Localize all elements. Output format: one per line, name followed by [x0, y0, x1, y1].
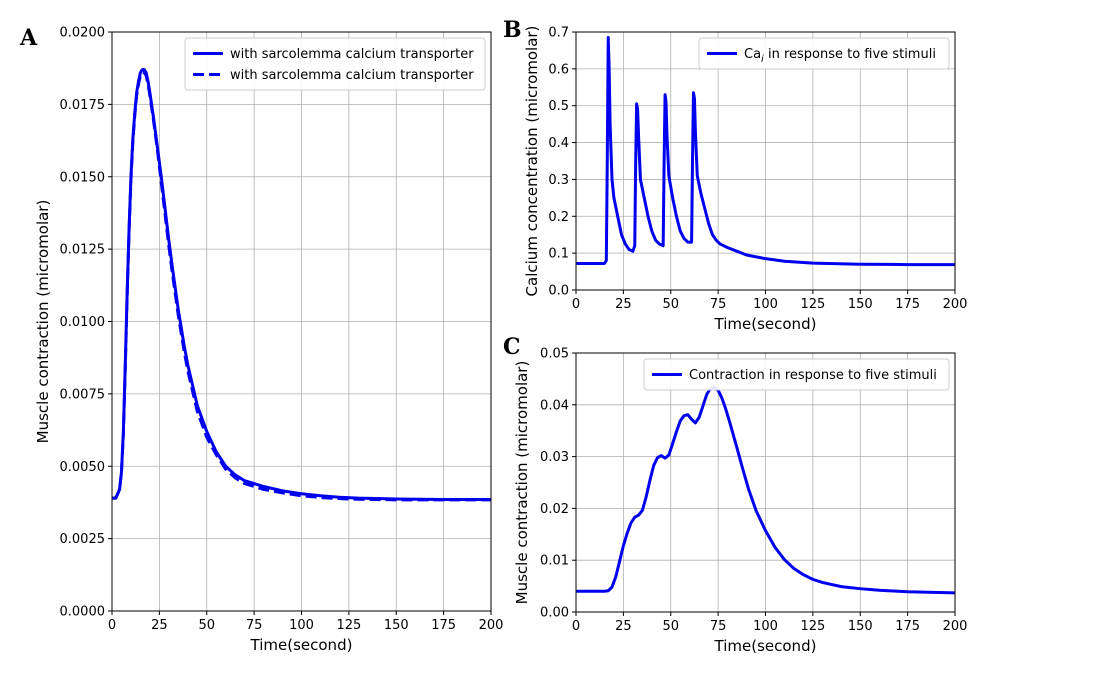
x-tick-label: 50: [198, 618, 215, 633]
x-tick-label: 175: [431, 618, 456, 633]
legend-label-subscript: i: [761, 54, 764, 65]
plot-c: 0 25 50 75 100 125 150 175 200 0.00 0.01 0.02 0.03 0.…: [513, 347, 967, 656]
x-tick-label: 150: [848, 619, 873, 634]
legend-label: Contraction in response to five stimuli: [689, 368, 937, 383]
series-line-1: [576, 385, 956, 595]
x-tick-label: 50: [662, 297, 679, 312]
series-line-1: [576, 36, 955, 267]
x-tick-label: 100: [289, 618, 314, 633]
x-axis-label: Time(second): [714, 637, 817, 655]
x-tick-label: 150: [848, 297, 873, 312]
x-tick-label: 100: [753, 619, 778, 634]
legend-label: Cai in response to five stimuli: [744, 47, 936, 65]
y-tick-label: 0.0100: [60, 315, 106, 330]
x-tick-label: 25: [615, 619, 632, 634]
y-tick-label: 0.0025: [60, 532, 106, 547]
y-tick-label: 0.4: [548, 136, 569, 151]
x-tick-label: 75: [246, 618, 263, 633]
x-tick-label: 0: [572, 297, 580, 312]
x-tick-label: 50: [662, 619, 679, 634]
y-tick-label: 0.01: [540, 554, 569, 569]
y-tick-label: 0.02: [540, 502, 569, 517]
y-tick-label: 0.0: [548, 284, 569, 299]
x-axis-label: Time(second): [714, 315, 817, 333]
x-tick-label: 25: [615, 297, 632, 312]
legend-label-suffix: in response to five stimuli: [764, 47, 936, 62]
y-tick-label: 0.1: [548, 247, 569, 262]
y-tick-label: 0.0150: [60, 170, 106, 185]
y-tick-label: 0.0050: [60, 460, 106, 475]
y-tick-label: 0.0175: [60, 98, 106, 113]
panel-letter-a: A: [19, 25, 38, 51]
legend-label-main: Ca: [744, 47, 761, 62]
legend-label: with sarcolemma calcium transporter: [230, 47, 474, 62]
y-tick-label: 0.7: [548, 26, 569, 41]
x-tick-label: 200: [943, 619, 968, 634]
x-tick-label: 200: [479, 618, 504, 633]
y-tick-label: 0.3: [548, 173, 569, 188]
y-tick-label: 0.0200: [60, 26, 106, 41]
y-tick-label: 0.2: [548, 210, 569, 225]
y-axis-label: Calcium concentration (micromolar): [523, 26, 541, 297]
y-tick-label: 0.0000: [60, 605, 106, 620]
panel-letter-c: C: [503, 334, 521, 360]
y-axis-label: Muscle contraction (micromolar): [34, 200, 52, 444]
y-axis-label: Muscle contraction (micromolar): [513, 361, 531, 605]
legend-box: [184, 37, 486, 91]
x-tick-label: 100: [753, 297, 778, 312]
y-tick-label: 0.03: [540, 450, 569, 465]
panel-letter-b: B: [503, 17, 522, 43]
plot-a: 0 25 50 75 100 125 150 175 200 0.0000 0.0025 0.0050…: [34, 26, 503, 655]
x-tick-label: 75: [710, 297, 727, 312]
y-tick-label: 0.00: [540, 606, 569, 621]
y-tick-label: 0.0075: [60, 387, 106, 402]
y-tick-label: 0.5: [548, 99, 569, 114]
y-tick-label: 0.0125: [60, 243, 106, 258]
legend-label: with sarcolemma calcium transporter: [230, 68, 474, 83]
x-tick-label: 0: [108, 618, 116, 633]
legend-box: [698, 37, 950, 70]
x-tick-label: 175: [895, 619, 920, 634]
x-tick-label: 25: [151, 618, 168, 633]
plot-b: 0 25 50 75 100 125 150 175 200 0.0 0.1 0.2 0.3 0.4 0.5…: [523, 26, 967, 334]
y-tick-label: 0.04: [540, 398, 569, 413]
x-tick-label: 175: [895, 297, 920, 312]
x-axis-label: Time(second): [250, 636, 353, 654]
x-tick-label: 125: [336, 618, 361, 633]
x-tick-label: 150: [384, 618, 409, 633]
y-tick-label: 0.6: [548, 62, 569, 77]
x-tick-label: 125: [800, 619, 825, 634]
x-tick-label: 200: [943, 297, 968, 312]
y-tick-label: 0.05: [540, 347, 569, 362]
x-tick-label: 125: [800, 297, 825, 312]
series-line-2: [112, 71, 491, 502]
legend-box: [643, 358, 950, 391]
x-tick-label: 75: [710, 619, 727, 634]
x-tick-label: 0: [572, 619, 580, 634]
